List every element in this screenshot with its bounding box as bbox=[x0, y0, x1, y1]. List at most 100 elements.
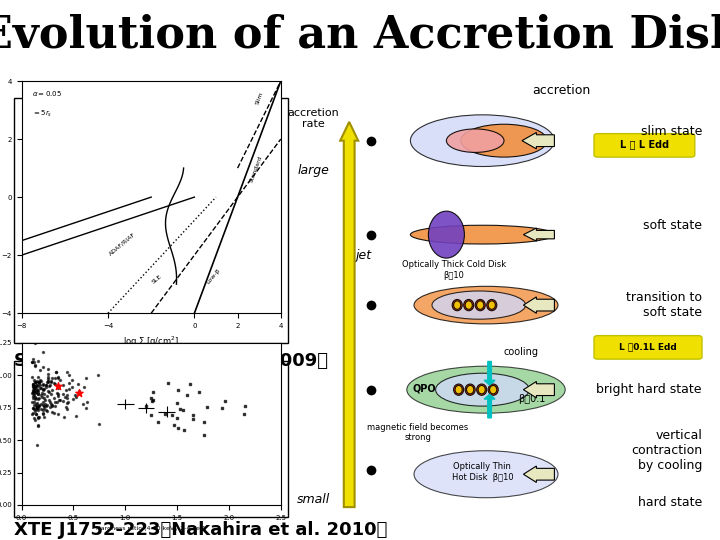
Point bbox=[27, 409, 39, 417]
Point bbox=[31, 377, 42, 386]
Point bbox=[29, 398, 40, 407]
Point bbox=[49, 402, 60, 410]
Point bbox=[42, 377, 53, 386]
Point bbox=[31, 401, 42, 410]
Text: L ～ L Edd: L ～ L Edd bbox=[620, 139, 669, 150]
Point bbox=[29, 407, 40, 415]
Point bbox=[30, 395, 41, 403]
Text: cooling: cooling bbox=[504, 347, 539, 357]
Point bbox=[48, 394, 60, 402]
FancyBboxPatch shape bbox=[594, 336, 702, 359]
Point bbox=[58, 413, 70, 421]
Text: $\alpha=0.05$: $\alpha=0.05$ bbox=[32, 89, 63, 98]
Point bbox=[36, 390, 48, 399]
Point bbox=[148, 395, 159, 404]
Point bbox=[30, 400, 42, 408]
Point bbox=[81, 403, 92, 412]
Point bbox=[31, 404, 42, 413]
Point bbox=[27, 386, 38, 394]
Point bbox=[61, 368, 73, 376]
Point bbox=[30, 384, 42, 393]
Point bbox=[32, 389, 44, 398]
Ellipse shape bbox=[455, 386, 462, 394]
Point bbox=[27, 354, 39, 363]
Point bbox=[45, 400, 57, 409]
Point bbox=[32, 386, 44, 394]
Point bbox=[29, 383, 40, 391]
Text: vertical
contraction
by cooling: vertical contraction by cooling bbox=[631, 429, 702, 472]
FancyArrow shape bbox=[523, 381, 554, 398]
Point bbox=[32, 402, 43, 411]
FancyArrow shape bbox=[522, 132, 554, 149]
X-axis label: log $\Sigma$ [g/cm$^2$]: log $\Sigma$ [g/cm$^2$] bbox=[123, 334, 179, 349]
Point bbox=[45, 389, 57, 398]
FancyBboxPatch shape bbox=[594, 133, 695, 157]
Text: slim state: slim state bbox=[641, 125, 702, 138]
Point bbox=[33, 402, 45, 410]
Point bbox=[38, 403, 50, 412]
Point bbox=[217, 403, 228, 412]
Point bbox=[31, 380, 42, 389]
Text: Optically Thin
Hot Disk  β～10: Optically Thin Hot Disk β～10 bbox=[451, 462, 513, 482]
Point bbox=[27, 410, 38, 418]
Point bbox=[62, 398, 73, 407]
Point bbox=[43, 388, 55, 397]
Point bbox=[58, 380, 69, 389]
Point bbox=[42, 378, 53, 387]
Point bbox=[41, 378, 53, 387]
Point bbox=[77, 400, 89, 408]
Point bbox=[30, 393, 41, 401]
Point bbox=[27, 403, 39, 412]
Point bbox=[27, 392, 39, 400]
Text: L ～0.1L Edd: L ～0.1L Edd bbox=[619, 342, 677, 351]
Point bbox=[35, 383, 46, 392]
Text: transition to
soft state: transition to soft state bbox=[626, 291, 702, 319]
Point bbox=[46, 402, 58, 410]
Point bbox=[28, 387, 40, 396]
Point bbox=[32, 389, 43, 398]
Point bbox=[42, 370, 53, 379]
Point bbox=[42, 374, 53, 383]
Ellipse shape bbox=[428, 211, 464, 258]
Point bbox=[71, 393, 82, 401]
Point bbox=[172, 424, 184, 433]
FancyArrow shape bbox=[523, 466, 554, 482]
Point bbox=[30, 405, 42, 414]
Point bbox=[159, 409, 171, 418]
Point bbox=[57, 396, 68, 405]
Point bbox=[37, 385, 48, 394]
Point bbox=[34, 401, 45, 410]
Point bbox=[32, 386, 43, 395]
Ellipse shape bbox=[461, 124, 547, 157]
Point bbox=[42, 373, 54, 381]
Point bbox=[60, 386, 72, 394]
Text: $=5r_s$: $=5r_s$ bbox=[32, 109, 53, 119]
Point bbox=[27, 380, 39, 388]
Point bbox=[29, 391, 40, 400]
Point bbox=[27, 388, 38, 396]
Text: Slim: Slim bbox=[255, 91, 264, 105]
Ellipse shape bbox=[452, 300, 462, 310]
Point bbox=[30, 387, 42, 396]
Point bbox=[32, 401, 43, 410]
Point bbox=[27, 389, 38, 397]
Point bbox=[32, 376, 43, 385]
Point bbox=[50, 368, 62, 376]
Point bbox=[38, 390, 50, 399]
Point bbox=[45, 377, 57, 386]
Text: large: large bbox=[297, 164, 329, 177]
Point bbox=[27, 357, 38, 366]
Point bbox=[81, 398, 93, 407]
Point bbox=[27, 381, 39, 389]
Point bbox=[30, 388, 41, 397]
Point bbox=[35, 400, 46, 408]
Ellipse shape bbox=[488, 301, 495, 309]
Point bbox=[81, 374, 92, 382]
Point bbox=[54, 395, 66, 404]
Text: accretion: accretion bbox=[533, 84, 590, 97]
Point bbox=[78, 383, 90, 391]
Point bbox=[168, 421, 179, 429]
Point bbox=[32, 357, 44, 366]
Text: SLE: SLE bbox=[151, 274, 163, 285]
Ellipse shape bbox=[432, 291, 526, 319]
